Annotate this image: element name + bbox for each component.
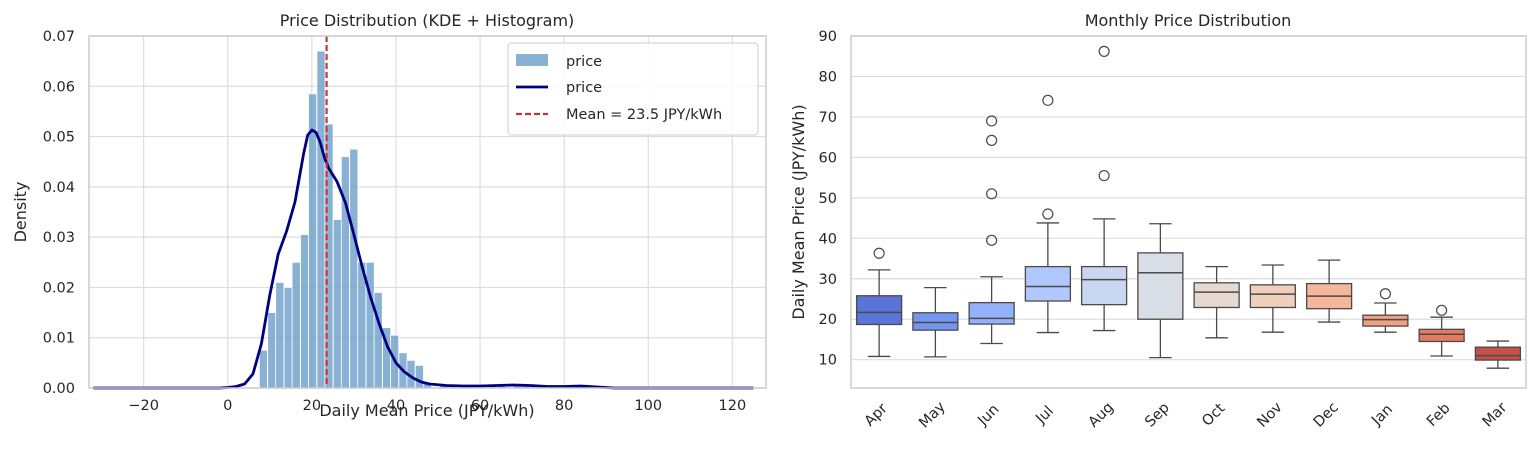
box-iqr — [1249, 284, 1297, 309]
box-dec — [1305, 259, 1353, 323]
box-ytick-label: 70 — [819, 110, 837, 126]
hist-title: Price Distribution (KDE + Histogram) — [280, 11, 575, 30]
hist-ytick-label: 0.07 — [43, 29, 75, 45]
legend-frame — [507, 42, 759, 136]
box-jun — [968, 115, 1015, 345]
box-iqr — [1418, 328, 1465, 343]
hist-xlabel: Daily Mean Price (JPY/kWh) — [319, 401, 534, 420]
legend-hist-label: price — [566, 54, 602, 70]
box-yticks: 10 20 30 40 50 60 70 80 90 — [819, 29, 837, 369]
hist-yticks: 0.00 0.01 0.02 0.03 0.04 0.05 0.06 0.07 — [43, 29, 75, 397]
box-iqr — [1024, 265, 1072, 302]
box-title: Monthly Price Distribution — [1085, 11, 1292, 30]
hist-bar — [291, 261, 301, 389]
box-mar — [1474, 340, 1522, 369]
box-sep — [1137, 223, 1184, 359]
box-ytick-label: 50 — [819, 191, 837, 207]
box-ytick-label: 60 — [819, 150, 837, 166]
boxplot-panel: Monthly Price Distribution Apr May Jun Jul A… — [789, 11, 1527, 431]
hist-bar — [267, 312, 277, 389]
hist-bar — [332, 219, 342, 389]
hist-bar — [373, 292, 383, 389]
box-flier — [986, 134, 998, 146]
box-iqr — [1137, 252, 1184, 320]
box-ylabel: Daily Mean Price (JPY/kWh) — [789, 104, 808, 319]
histogram-panel: Price Distribution (KDE + Histogram) −20… — [11, 11, 767, 420]
hist-xtick-label: 80 — [555, 398, 573, 414]
box-oct — [1193, 265, 1240, 339]
box-ytick-label: 30 — [819, 272, 837, 288]
hist-xtick-label: 120 — [719, 398, 747, 414]
box-flier — [986, 115, 998, 127]
hist-bar — [308, 93, 318, 389]
hist-bar — [283, 287, 293, 389]
box-flier — [873, 247, 885, 259]
hist-bar — [340, 156, 350, 389]
hist-xtick-label: −20 — [128, 398, 159, 414]
hist-bar — [349, 148, 359, 389]
box-ytick-label: 80 — [819, 69, 837, 85]
hist-bar — [258, 349, 268, 389]
box-iqr — [1474, 346, 1522, 361]
hist-ytick-label: 0.04 — [43, 180, 75, 196]
box-iqr — [1080, 265, 1128, 306]
box-apr — [855, 247, 903, 358]
box-flier — [1436, 304, 1448, 316]
hist-xtick-label: 20 — [303, 398, 321, 414]
legend-mean-label: Mean = 23.5 JPY/kWh — [566, 107, 722, 123]
box-jan — [1362, 288, 1409, 333]
hist-legend: price price Mean = 23.5 JPY/kWh — [507, 42, 759, 136]
box-plot-area — [851, 36, 1526, 388]
box-flier — [1379, 288, 1391, 300]
box-may — [912, 287, 959, 358]
kde-line — [93, 128, 754, 390]
box-flier — [1042, 208, 1054, 220]
hist-bar — [414, 364, 424, 389]
hist-xtick-label: 0 — [223, 398, 232, 414]
hist-ytick-label: 0.02 — [43, 280, 75, 296]
box-feb — [1418, 304, 1465, 357]
hist-ytick-label: 0.03 — [43, 230, 75, 246]
hist-xticks: −20 0 20 40 60 80 100 120 — [128, 398, 746, 414]
box-ytick-label: 40 — [819, 231, 837, 247]
box-iqr — [912, 312, 959, 331]
hist-xtick-label: 40 — [387, 398, 405, 414]
hist-ytick-label: 0.01 — [43, 331, 75, 347]
hist-bar — [275, 281, 285, 389]
hist-kde — [93, 128, 754, 390]
box-flier — [986, 188, 998, 200]
box-flier — [1098, 169, 1110, 182]
hist-xtick-label: 60 — [471, 398, 489, 414]
box-iqr — [1193, 282, 1240, 309]
hist-bar — [300, 234, 310, 389]
box-boxes — [855, 45, 1522, 369]
legend-hist-swatch — [516, 54, 548, 66]
box-iqr — [1362, 314, 1409, 327]
box-ytick-label: 10 — [819, 353, 837, 369]
box-ytick-label: 20 — [819, 312, 837, 328]
legend-kde-label: price — [566, 80, 602, 96]
hist-frame — [88, 35, 767, 389]
hist-xtick-label: 100 — [634, 398, 662, 414]
hist-ytick-label: 0.06 — [43, 79, 75, 95]
box-flier — [1098, 45, 1110, 57]
hist-ylabel: Density — [11, 182, 30, 243]
box-jul — [1024, 94, 1072, 334]
box-flier — [1042, 94, 1054, 106]
box-iqr — [855, 295, 903, 326]
box-nov — [1249, 264, 1297, 333]
hist-bar — [357, 261, 367, 389]
box-gridlines — [851, 35, 1526, 361]
hist-ytick-label: 0.05 — [43, 130, 75, 146]
box-ytick-label: 90 — [819, 29, 837, 45]
box-iqr — [968, 301, 1015, 325]
hist-ytick-label: 0.00 — [43, 381, 75, 397]
box-flier — [986, 234, 998, 246]
box-frame — [850, 35, 1527, 389]
hist-bar — [316, 50, 326, 389]
box-aug — [1080, 45, 1128, 332]
